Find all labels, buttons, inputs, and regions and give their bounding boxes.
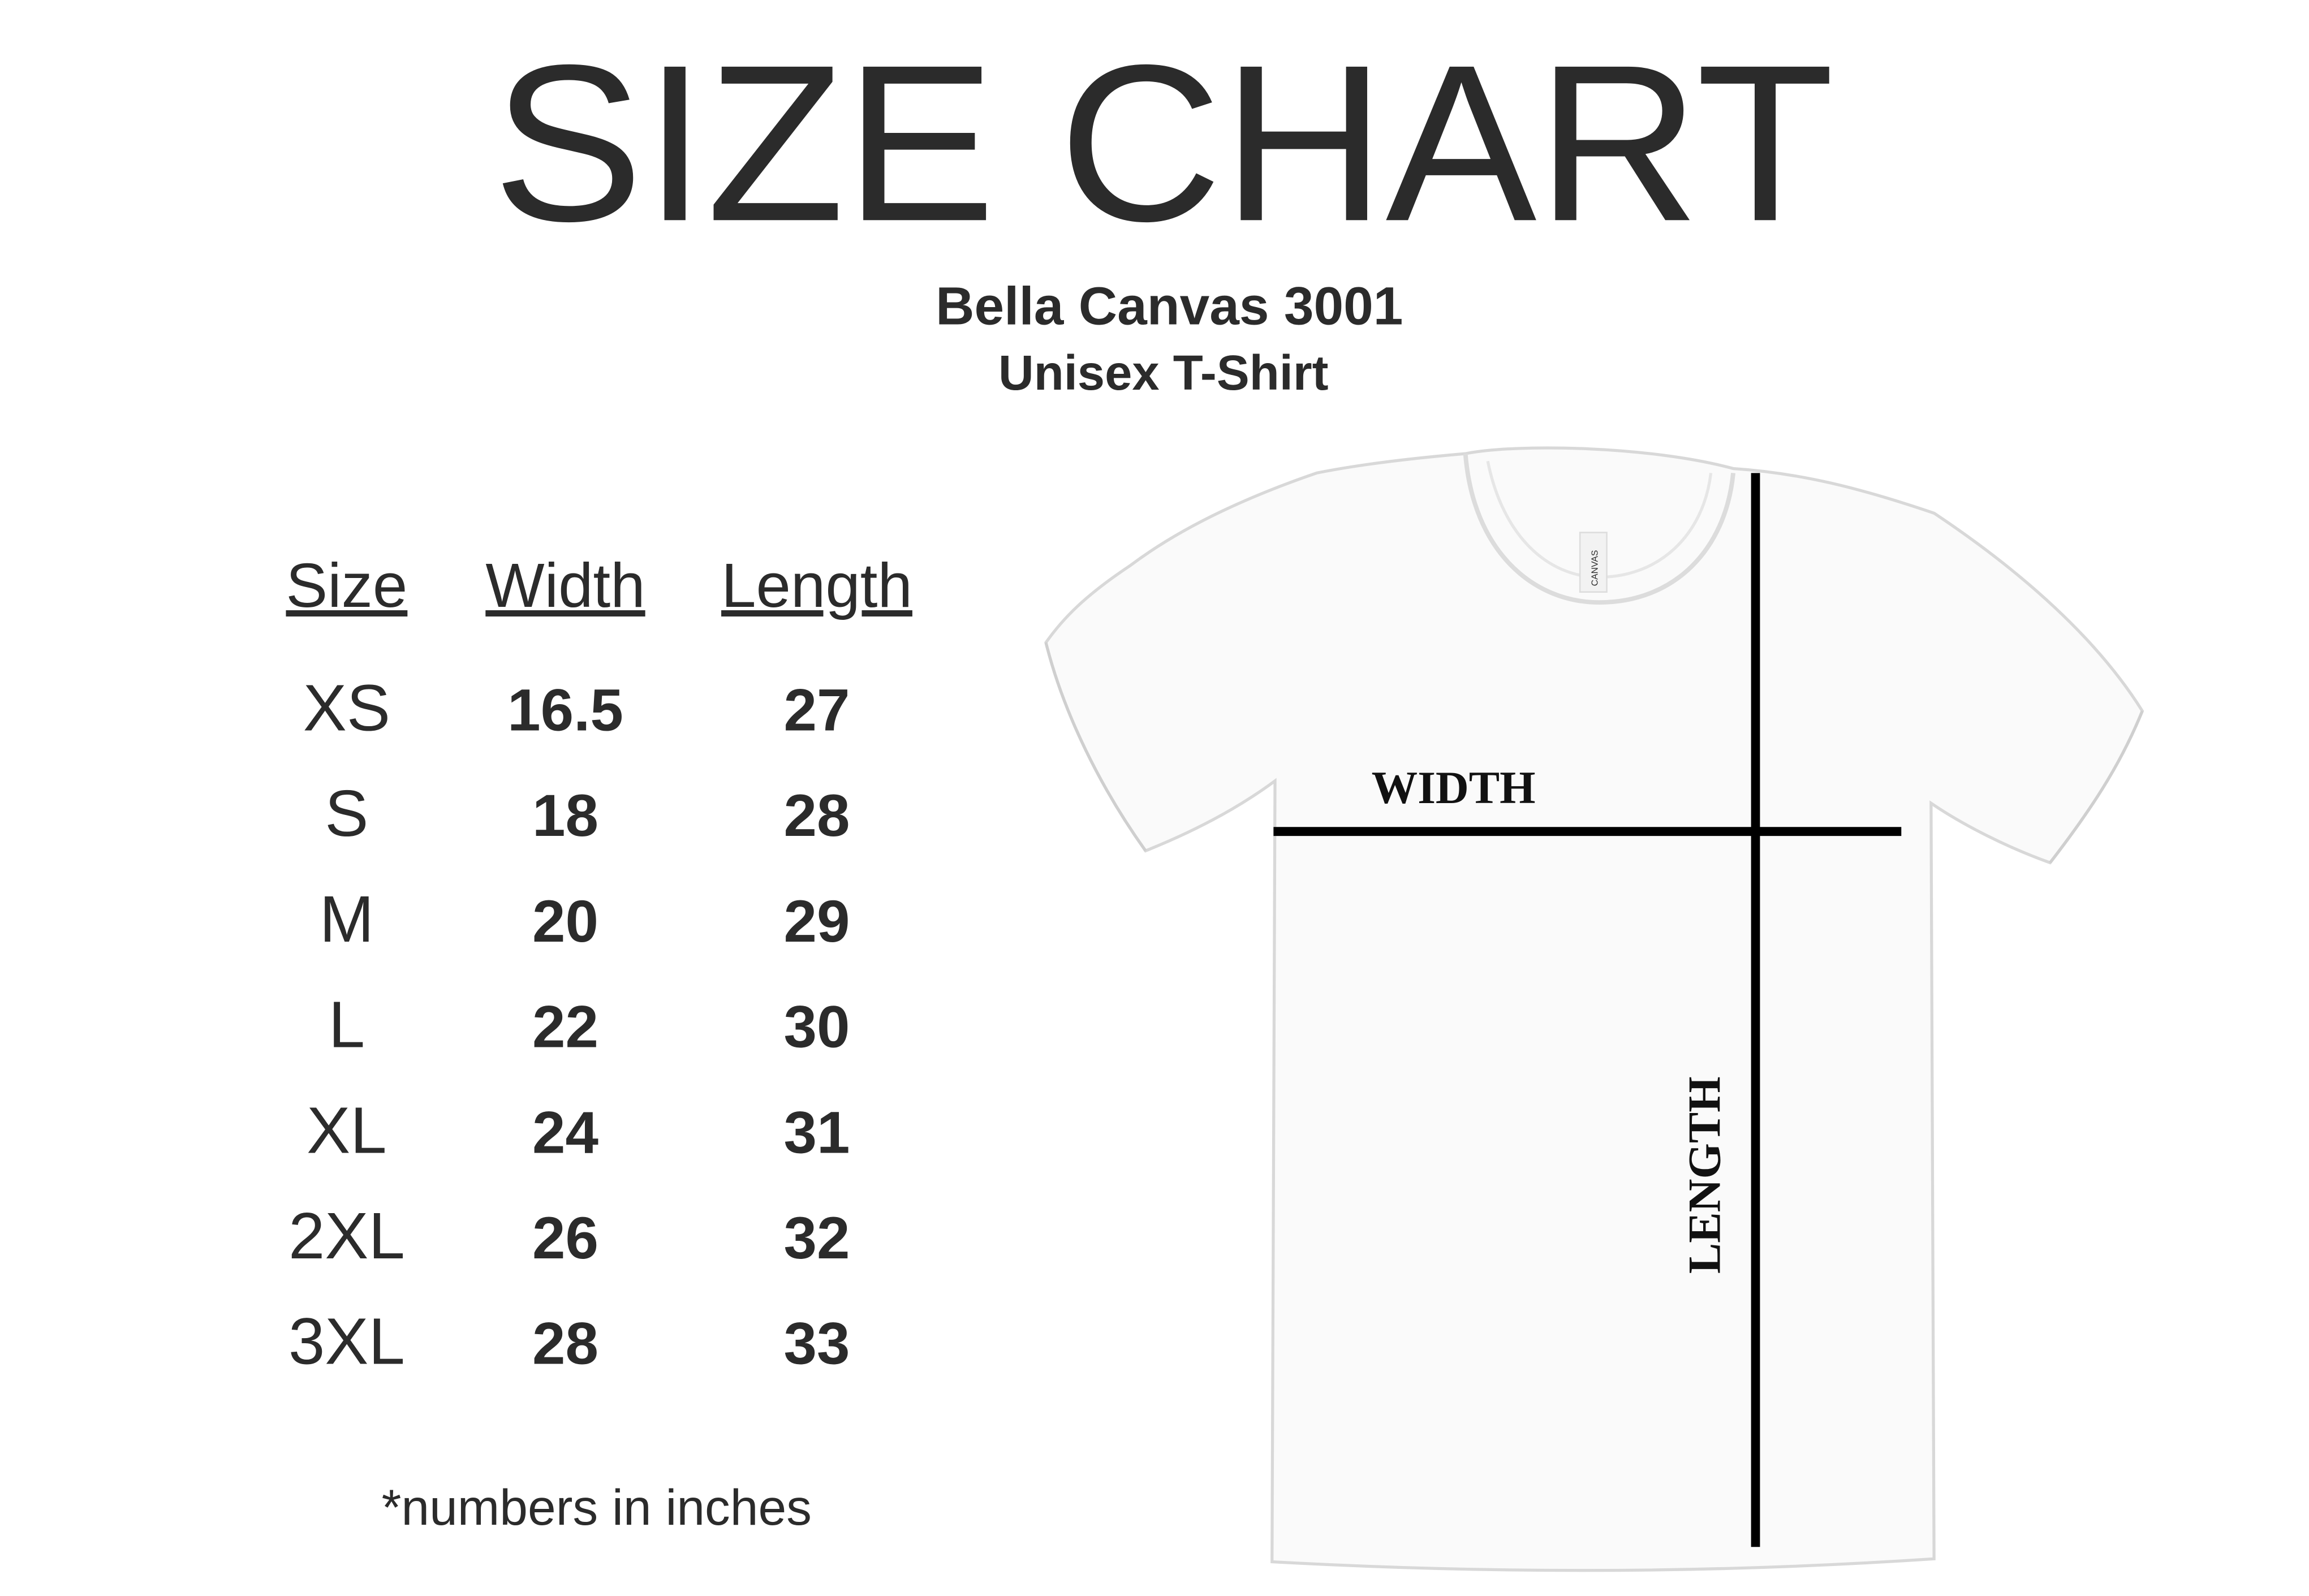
collar (1463, 453, 1736, 605)
subtitle: Unisex T-Shirt (998, 346, 1329, 400)
tag (1579, 532, 1608, 593)
column-header: Length (721, 551, 912, 620)
measure-cell: 16.5 (507, 677, 623, 743)
size-table: Size Width Length XS 16.5 27 S 18 28 M 20 29 L 22 30 XL… (286, 551, 912, 1378)
size-cell: L (329, 988, 365, 1062)
measure-cell: 31 (783, 1099, 850, 1166)
measure-cell: 28 (532, 1311, 598, 1377)
subtitle: Bella Canvas 3001 (936, 276, 1403, 336)
sleeve-edge (2049, 710, 2144, 864)
measure-cell: 32 (783, 1205, 850, 1271)
sleeve-edge (1044, 642, 1147, 852)
title: SIZE CHART (493, 18, 1834, 268)
tag-label: CANVAS (1591, 550, 1600, 586)
width-label: WIDTH (1372, 762, 1536, 813)
column-header: Width (485, 551, 645, 620)
measure-cell: 26 (532, 1205, 598, 1271)
column-header: Size (286, 551, 407, 620)
size-cell: XL (307, 1093, 387, 1167)
measure-cell: 18 (532, 783, 598, 849)
measure-cell: 28 (783, 783, 850, 849)
measure-cell: 20 (532, 888, 598, 955)
measure-cell: 29 (783, 888, 850, 955)
size-cell: 2XL (288, 1199, 405, 1273)
size-cell: S (325, 777, 368, 850)
footnote: *numbers in inches (382, 1479, 812, 1535)
length-label: LENGTH (1678, 1076, 1730, 1274)
size-cell: M (320, 882, 374, 956)
size-cell: XS (303, 671, 390, 744)
t-shirt: CANVAS (1044, 446, 2144, 1572)
measure-cell: 22 (532, 994, 598, 1060)
measure-cell: 27 (783, 677, 850, 743)
measure-cell: 33 (783, 1311, 850, 1377)
measure-cell: 30 (783, 994, 850, 1060)
size-cell: 3XL (288, 1305, 405, 1378)
measure-cell: 24 (532, 1099, 598, 1166)
